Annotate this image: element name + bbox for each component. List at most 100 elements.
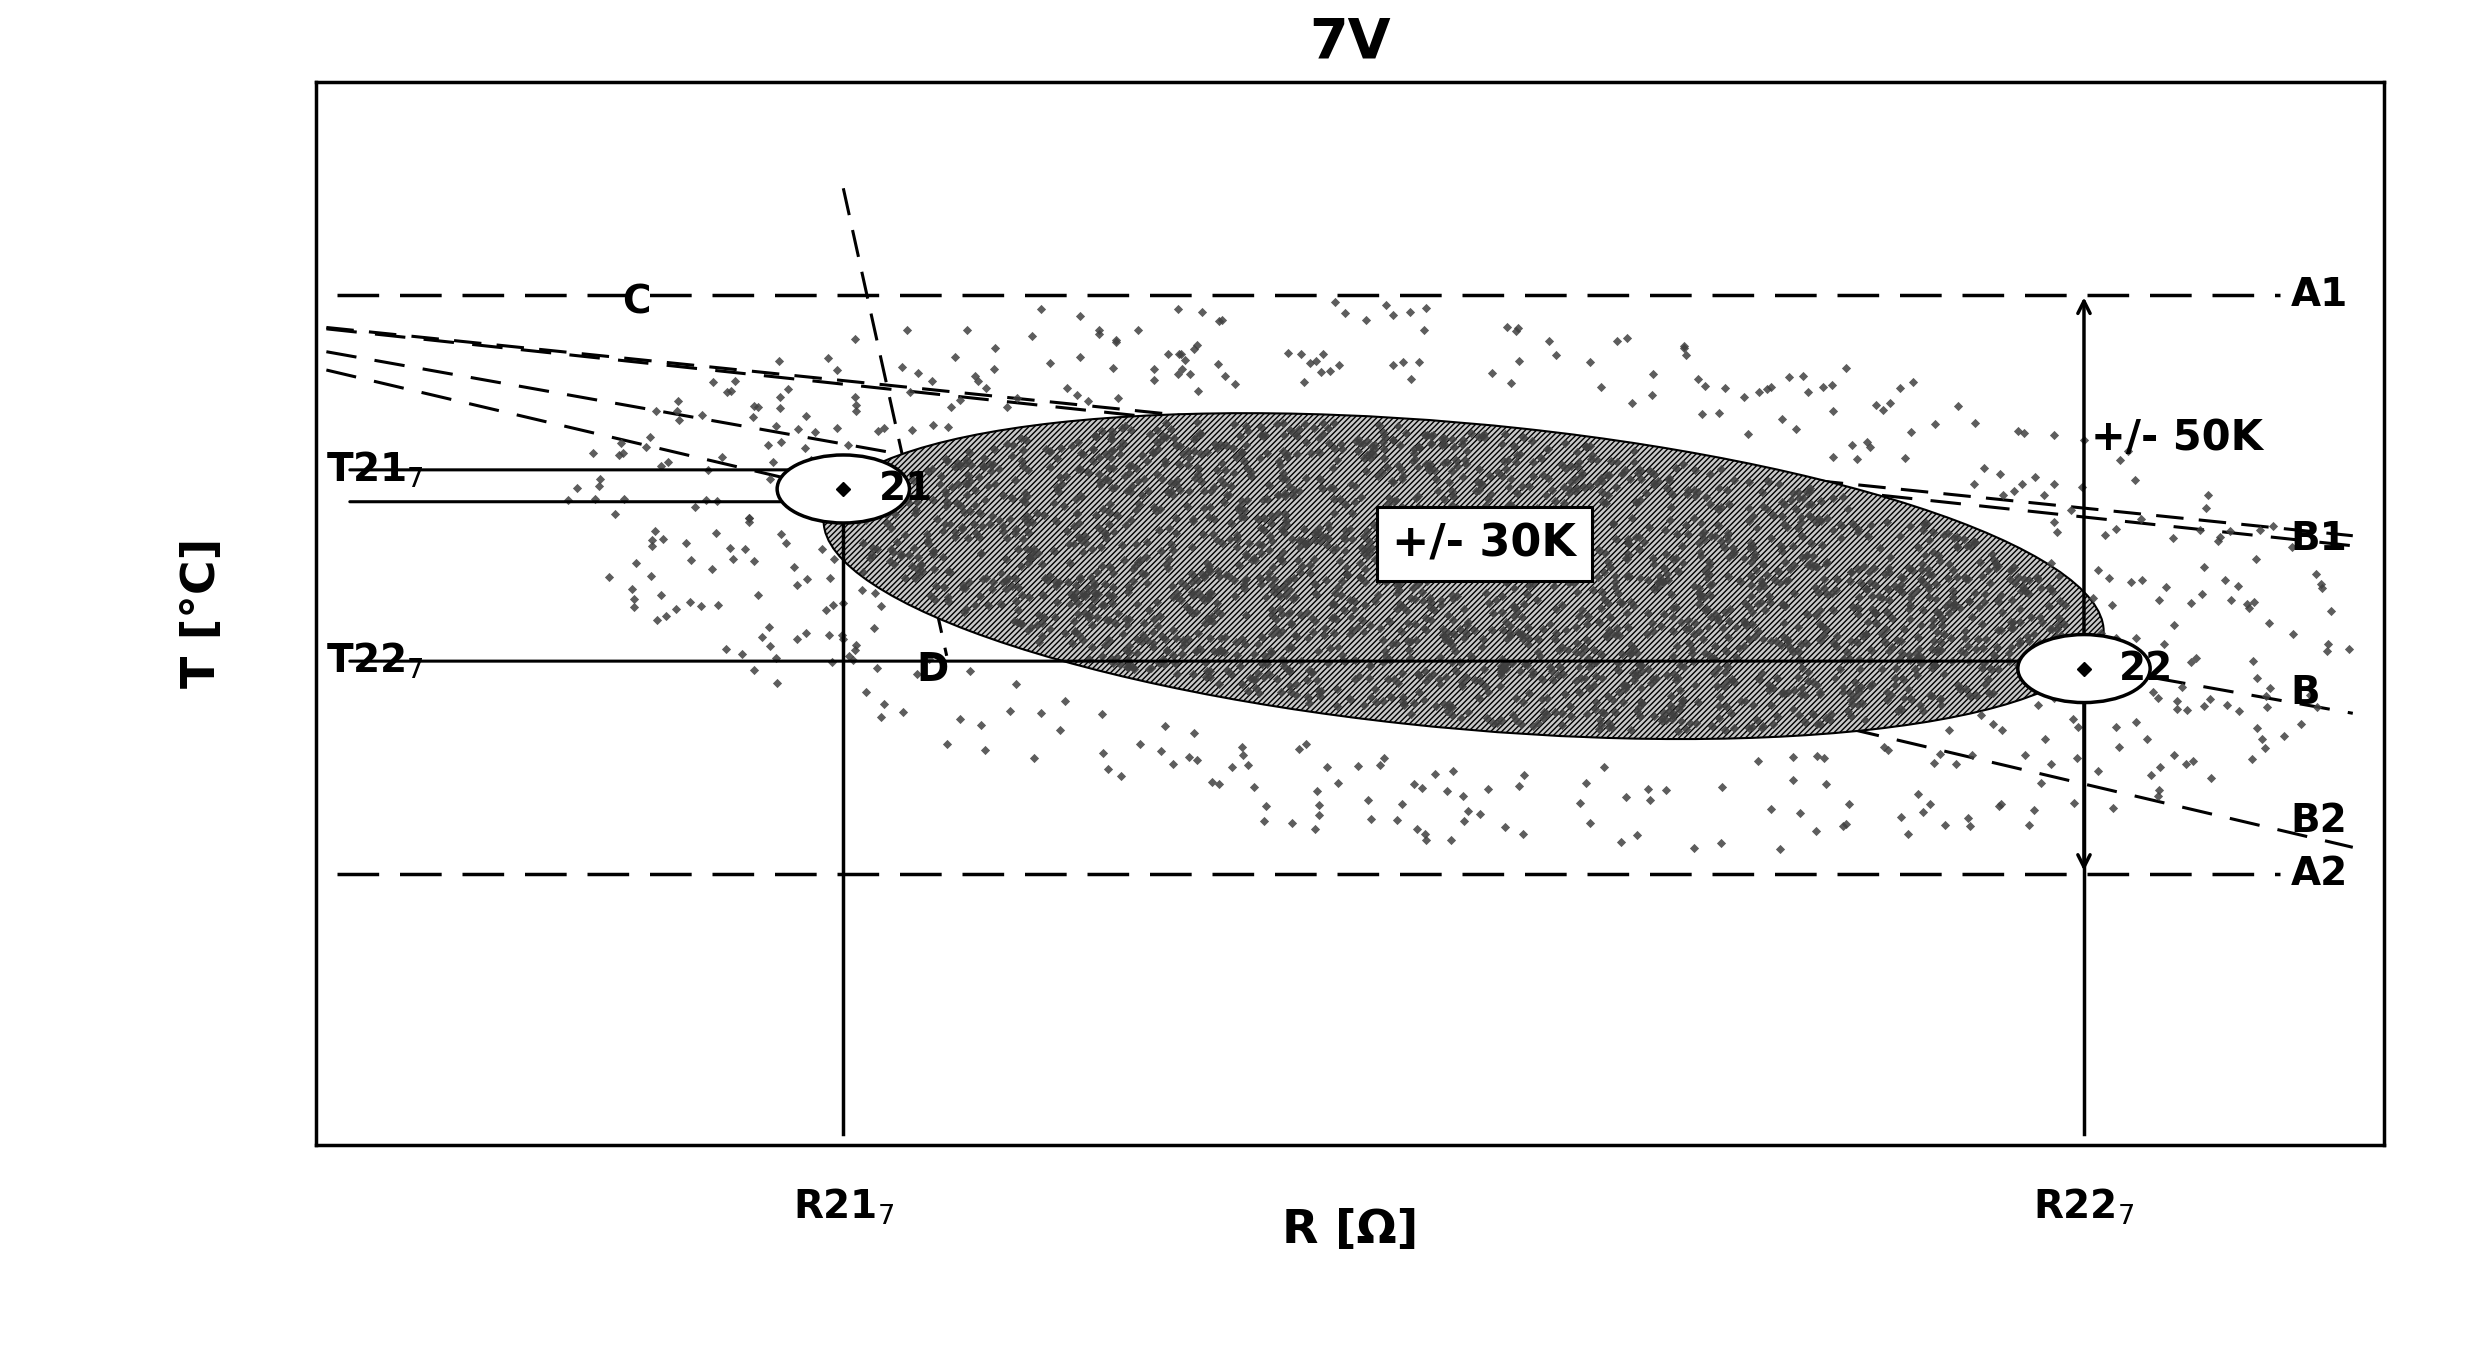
Point (1667, 343, 1706, 365)
Point (1459, 671, 1499, 692)
Point (1343, 433, 1382, 455)
Point (1481, 465, 1521, 487)
Point (1694, 649, 1734, 671)
Point (1580, 540, 1620, 562)
Point (1190, 582, 1229, 604)
Point (1147, 481, 1187, 503)
Point (1466, 582, 1506, 604)
Point (1296, 583, 1335, 605)
Point (712, 548, 752, 570)
Point (1405, 549, 1444, 571)
Point (1583, 468, 1622, 489)
Point (1642, 707, 1682, 729)
Point (1484, 530, 1523, 552)
Point (1904, 544, 1944, 566)
Point (1583, 581, 1622, 602)
Point (1899, 638, 1939, 660)
Point (670, 590, 710, 612)
Point (1679, 582, 1719, 604)
Point (1424, 488, 1464, 510)
Point (1704, 675, 1743, 696)
Point (1345, 309, 1385, 331)
Point (1110, 480, 1150, 502)
Point (1669, 523, 1709, 545)
Point (1570, 812, 1610, 834)
Point (1266, 508, 1306, 530)
Point (1199, 309, 1239, 331)
Point (1699, 514, 1739, 536)
Point (1887, 677, 1926, 699)
Point (1246, 442, 1286, 463)
Point (1135, 496, 1175, 518)
Point (846, 682, 885, 703)
Point (1828, 814, 1867, 836)
Point (1066, 525, 1105, 547)
Point (1743, 716, 1783, 737)
Point (1004, 527, 1044, 549)
Point (1922, 549, 1961, 571)
Point (1026, 567, 1066, 589)
Point (1068, 647, 1108, 669)
Point (1452, 646, 1491, 668)
Point (1635, 462, 1674, 484)
Point (1788, 382, 1828, 403)
Point (1432, 696, 1471, 718)
Point (1509, 616, 1548, 638)
Point (1432, 495, 1471, 517)
Point (974, 439, 1014, 461)
Point (2156, 690, 2196, 711)
Point (1143, 649, 1182, 671)
Point (1783, 677, 1823, 699)
Point (1852, 598, 1892, 620)
Point (1056, 574, 1096, 596)
Point (1449, 527, 1489, 549)
Point (1662, 688, 1701, 710)
Point (1563, 476, 1603, 497)
Point (1509, 634, 1548, 656)
Point (1556, 510, 1595, 532)
Point (1016, 503, 1056, 525)
Point (1241, 517, 1281, 538)
Point (1039, 480, 1078, 502)
Point (1293, 662, 1333, 684)
Point (1068, 608, 1108, 630)
Point (2033, 511, 2072, 533)
Point (1073, 597, 1113, 619)
Point (1113, 557, 1152, 579)
Point (1412, 609, 1452, 631)
Point (1068, 605, 1108, 627)
Point (2132, 682, 2171, 703)
Point (836, 469, 875, 491)
Point (1763, 593, 1803, 615)
Point (1855, 612, 1894, 634)
Point (873, 541, 913, 563)
Point (1152, 484, 1192, 506)
Point (1118, 493, 1157, 515)
Point (1382, 352, 1422, 373)
Point (1786, 632, 1825, 654)
Point (1182, 424, 1222, 446)
Point (1588, 593, 1627, 615)
Point (1266, 485, 1306, 507)
Point (1672, 642, 1711, 664)
Point (801, 538, 841, 560)
Point (1803, 534, 1842, 556)
Point (1865, 631, 1904, 653)
Point (1382, 496, 1422, 518)
Point (1254, 568, 1293, 590)
Point (1118, 551, 1157, 572)
Point (1605, 679, 1645, 701)
Point (1167, 597, 1207, 619)
Point (1073, 581, 1113, 602)
Point (1603, 593, 1642, 615)
Point (1140, 499, 1180, 521)
Point (1773, 483, 1813, 504)
Point (1190, 609, 1229, 631)
Point (1350, 530, 1390, 552)
Point (1912, 657, 1951, 679)
Point (2100, 736, 2139, 758)
Point (1536, 345, 1575, 367)
Point (1998, 421, 2038, 443)
Point (1543, 594, 1583, 616)
Point (915, 557, 955, 579)
